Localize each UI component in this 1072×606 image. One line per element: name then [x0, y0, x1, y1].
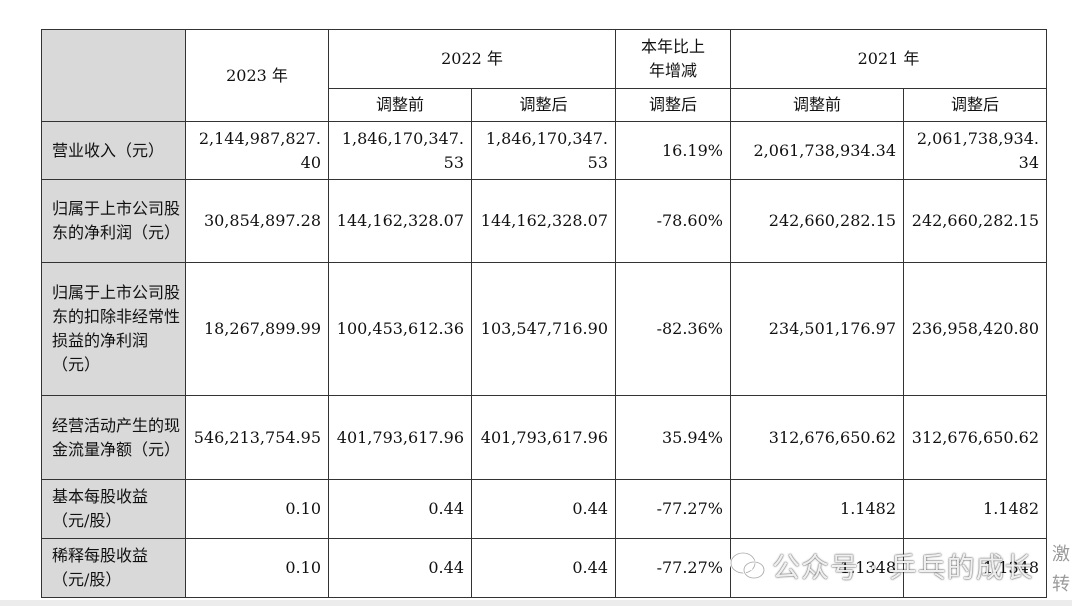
cell-2022-after: 0.44 [471, 538, 616, 598]
table-row: 营业收入（元） 2,144,987,827.40 1,846,170,347.5… [41, 121, 1047, 180]
row-label: 归属于上市公司股东的净利润（元） [41, 179, 186, 263]
header-corner-cell [41, 29, 186, 122]
cell-2021-before: 1.1482 [730, 479, 904, 539]
cell-2022-before: 0.44 [328, 538, 472, 598]
cell-2022-before: 1,846,170,347.53 [328, 121, 472, 180]
table-row: 归属于上市公司股东的扣除非经常性损益的净利润（元） 18,267,899.99 … [41, 262, 1047, 396]
row-label: 归属于上市公司股东的扣除非经常性损益的净利润（元） [41, 262, 186, 396]
header-row-years: 2023 年 2022 年 本年比上 年增减 2021 年 [41, 29, 1047, 122]
header-2023: 2023 年 [185, 29, 329, 122]
cell-2022-before: 401,793,617.96 [328, 395, 472, 480]
cell-2023: 30,854,897.28 [185, 179, 329, 263]
cell-2023: 0.10 [185, 479, 329, 539]
cell-2021-after: 1.1482 [903, 479, 1047, 539]
cell-change: -77.27% [615, 538, 731, 598]
cell-2021-before: 312,676,650.62 [730, 395, 904, 480]
header-row-adjustments: 调整前 调整后 调整后 调整前 调整后 [42, 88, 1047, 122]
header-2021: 2021 年 [730, 29, 1047, 89]
cell-2022-after: 401,793,617.96 [471, 395, 616, 480]
header-2022-after: 调整后 [471, 88, 616, 122]
table-row: 基本每股收益（元/股） 0.10 0.44 0.44 -77.27% 1.148… [41, 479, 1047, 539]
header-2022-before: 调整前 [328, 88, 472, 122]
table-row: 经营活动产生的现金流量净额（元） 546,213,754.95 401,793,… [41, 395, 1047, 480]
cell-2022-after: 144,162,328.07 [471, 179, 616, 263]
cell-2023: 546,213,754.95 [185, 395, 329, 480]
watermark-side-text: 激转 [1052, 544, 1070, 595]
row-label: 经营活动产生的现金流量净额（元） [41, 395, 186, 480]
row-label: 稀释每股收益（元/股） [41, 538, 186, 598]
header-change-after: 调整后 [615, 88, 731, 122]
cell-2021-after: 2,061,738,934.34 [903, 121, 1047, 180]
header-change-line2: 年增减 [648, 61, 697, 80]
page-bottom-edge [0, 600, 1072, 606]
cell-change: 35.94% [615, 395, 731, 480]
cell-2021-before: 2,061,738,934.34 [730, 121, 904, 180]
cell-2022-after: 103,547,716.90 [471, 262, 616, 396]
row-label: 基本每股收益（元/股） [41, 479, 186, 539]
cell-change: 16.19% [615, 121, 731, 180]
header-change-line1: 本年比上 [640, 37, 705, 56]
cell-2021-after: 312,676,650.62 [903, 395, 1047, 480]
row-label: 营业收入（元） [41, 121, 186, 180]
cell-change: -78.60% [615, 179, 731, 263]
cell-2022-before: 144,162,328.07 [328, 179, 472, 263]
table-row: 归属于上市公司股东的净利润（元） 30,854,897.28 144,162,3… [41, 179, 1047, 263]
cell-change: -77.27% [615, 479, 731, 539]
cell-2021-after: 236,958,420.80 [903, 262, 1047, 396]
table-row: 稀释每股收益（元/股） 0.10 0.44 0.44 -77.27% 1.134… [41, 538, 1047, 598]
header-2022: 2022 年 [328, 29, 616, 89]
cell-2022-after: 1,846,170,347.53 [471, 121, 616, 180]
cell-2021-after: 242,660,282.15 [903, 179, 1047, 263]
cell-2023: 18,267,899.99 [185, 262, 329, 396]
cell-2022-before: 100,453,612.36 [328, 262, 472, 396]
cell-2021-before: 234,501,176.97 [730, 262, 904, 396]
cell-2021-after: 1.1348 [903, 538, 1047, 598]
header-2021-before: 调整前 [730, 88, 904, 122]
cell-2023: 2,144,987,827.40 [185, 121, 329, 180]
cell-2023: 0.10 [185, 538, 329, 598]
cell-2021-before: 1.1348 [730, 538, 904, 598]
cell-change: -82.36% [615, 262, 731, 396]
cell-2022-before: 0.44 [328, 479, 472, 539]
header-change: 本年比上 年增减 [615, 29, 731, 89]
header-2021-after: 调整后 [903, 88, 1047, 122]
financial-summary-table: 2023 年 2022 年 本年比上 年增减 2021 年 调整前 调整后 调整… [41, 29, 1047, 598]
cell-2022-after: 0.44 [471, 479, 616, 539]
cell-2021-before: 242,660,282.15 [730, 179, 904, 263]
